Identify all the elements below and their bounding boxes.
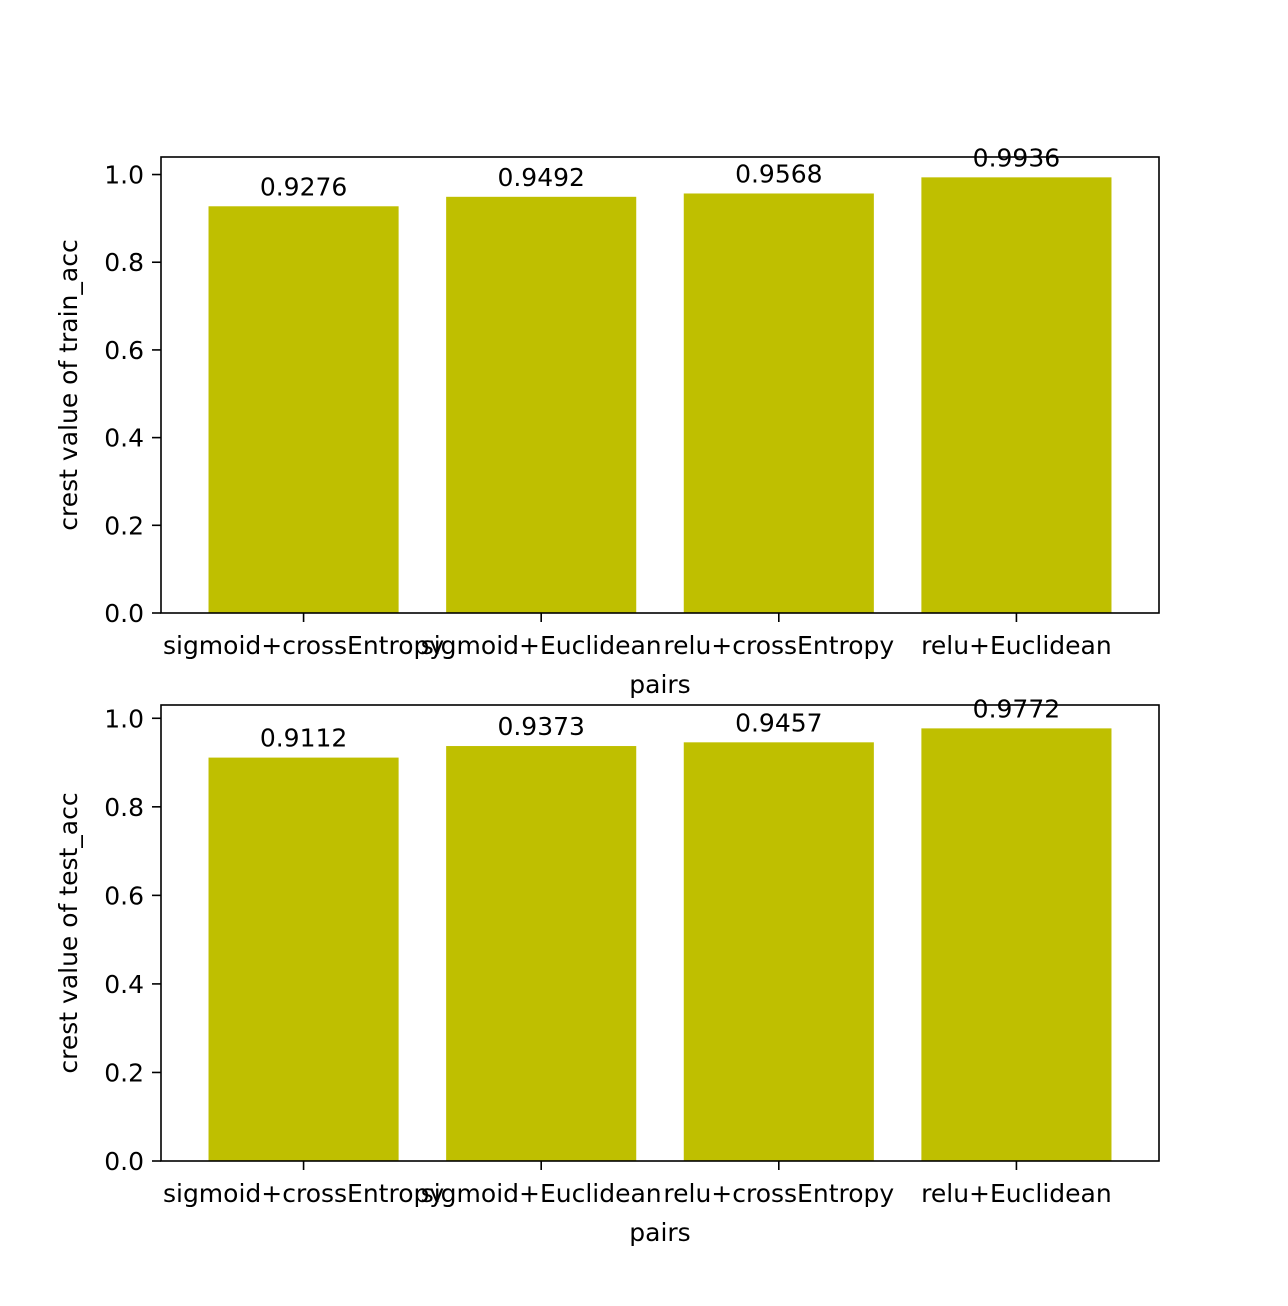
x-tick-label: sigmoid+Euclidean bbox=[421, 1179, 662, 1208]
bar-1 bbox=[208, 757, 399, 1161]
bar-3 bbox=[683, 193, 874, 614]
bar-4 bbox=[921, 728, 1112, 1161]
bar-value-label: 0.9457 bbox=[735, 708, 822, 737]
y-tick-label: 0.0 bbox=[104, 599, 144, 628]
bar-value-label: 0.9373 bbox=[497, 712, 584, 741]
x-tick-label: sigmoid+Euclidean bbox=[421, 631, 662, 660]
bar-1 bbox=[208, 206, 399, 613]
chart-panel-2: 0.9112 0.9373 0.9457 0.9772 0.0 0.2 0.4 0.6 0.8 1… bbox=[54, 694, 1160, 1247]
y-tick-label: 0.2 bbox=[104, 1058, 144, 1087]
y-tick-label: 0.4 bbox=[104, 970, 144, 999]
y-tick-label: 0.8 bbox=[104, 793, 144, 822]
plot-frame bbox=[160, 704, 1160, 1162]
y-tick-label: 0.8 bbox=[104, 248, 144, 277]
bar-value-label: 0.9276 bbox=[260, 172, 347, 201]
x-tick-label: sigmoid+crossEntropy bbox=[163, 631, 444, 660]
bar-value-label: 0.9772 bbox=[973, 694, 1060, 723]
bar-value-label: 0.9568 bbox=[735, 159, 822, 188]
plot-frame bbox=[160, 156, 1160, 614]
x-axis-label: pairs bbox=[629, 1218, 690, 1247]
x-tick-label: relu+crossEntropy bbox=[663, 631, 894, 660]
y-tick-label: 0.2 bbox=[104, 511, 144, 540]
y-tick-label: 0.0 bbox=[104, 1147, 144, 1176]
bar-value-label: 0.9492 bbox=[497, 163, 584, 192]
y-tick-label: 0.6 bbox=[104, 881, 144, 910]
bar-3 bbox=[683, 742, 874, 1161]
x-tick-label: relu+crossEntropy bbox=[663, 1179, 894, 1208]
bar-2 bbox=[446, 196, 637, 613]
bar-value-label: 0.9936 bbox=[973, 143, 1060, 172]
chart-panel-1: 0.9276 0.9492 0.9568 0.9936 0.0 0.2 0.4 0.6 0.8 1… bbox=[54, 143, 1160, 699]
y-tick-label: 1.0 bbox=[104, 161, 144, 190]
bar-2 bbox=[446, 746, 637, 1161]
y-axis-label: crest value of train_acc bbox=[54, 239, 83, 530]
y-tick-label: 0.4 bbox=[104, 424, 144, 453]
y-tick-label: 0.6 bbox=[104, 336, 144, 365]
x-tick-label: sigmoid+crossEntropy bbox=[163, 1179, 444, 1208]
bar-4 bbox=[921, 177, 1112, 614]
y-tick-label: 1.0 bbox=[104, 704, 144, 733]
x-tick-label: relu+Euclidean bbox=[921, 631, 1112, 660]
x-axis-label: pairs bbox=[629, 670, 690, 699]
y-axis-label: crest value of test_acc bbox=[54, 792, 83, 1073]
x-tick-label: relu+Euclidean bbox=[921, 1179, 1112, 1208]
bar-value-label: 0.9112 bbox=[260, 724, 347, 753]
